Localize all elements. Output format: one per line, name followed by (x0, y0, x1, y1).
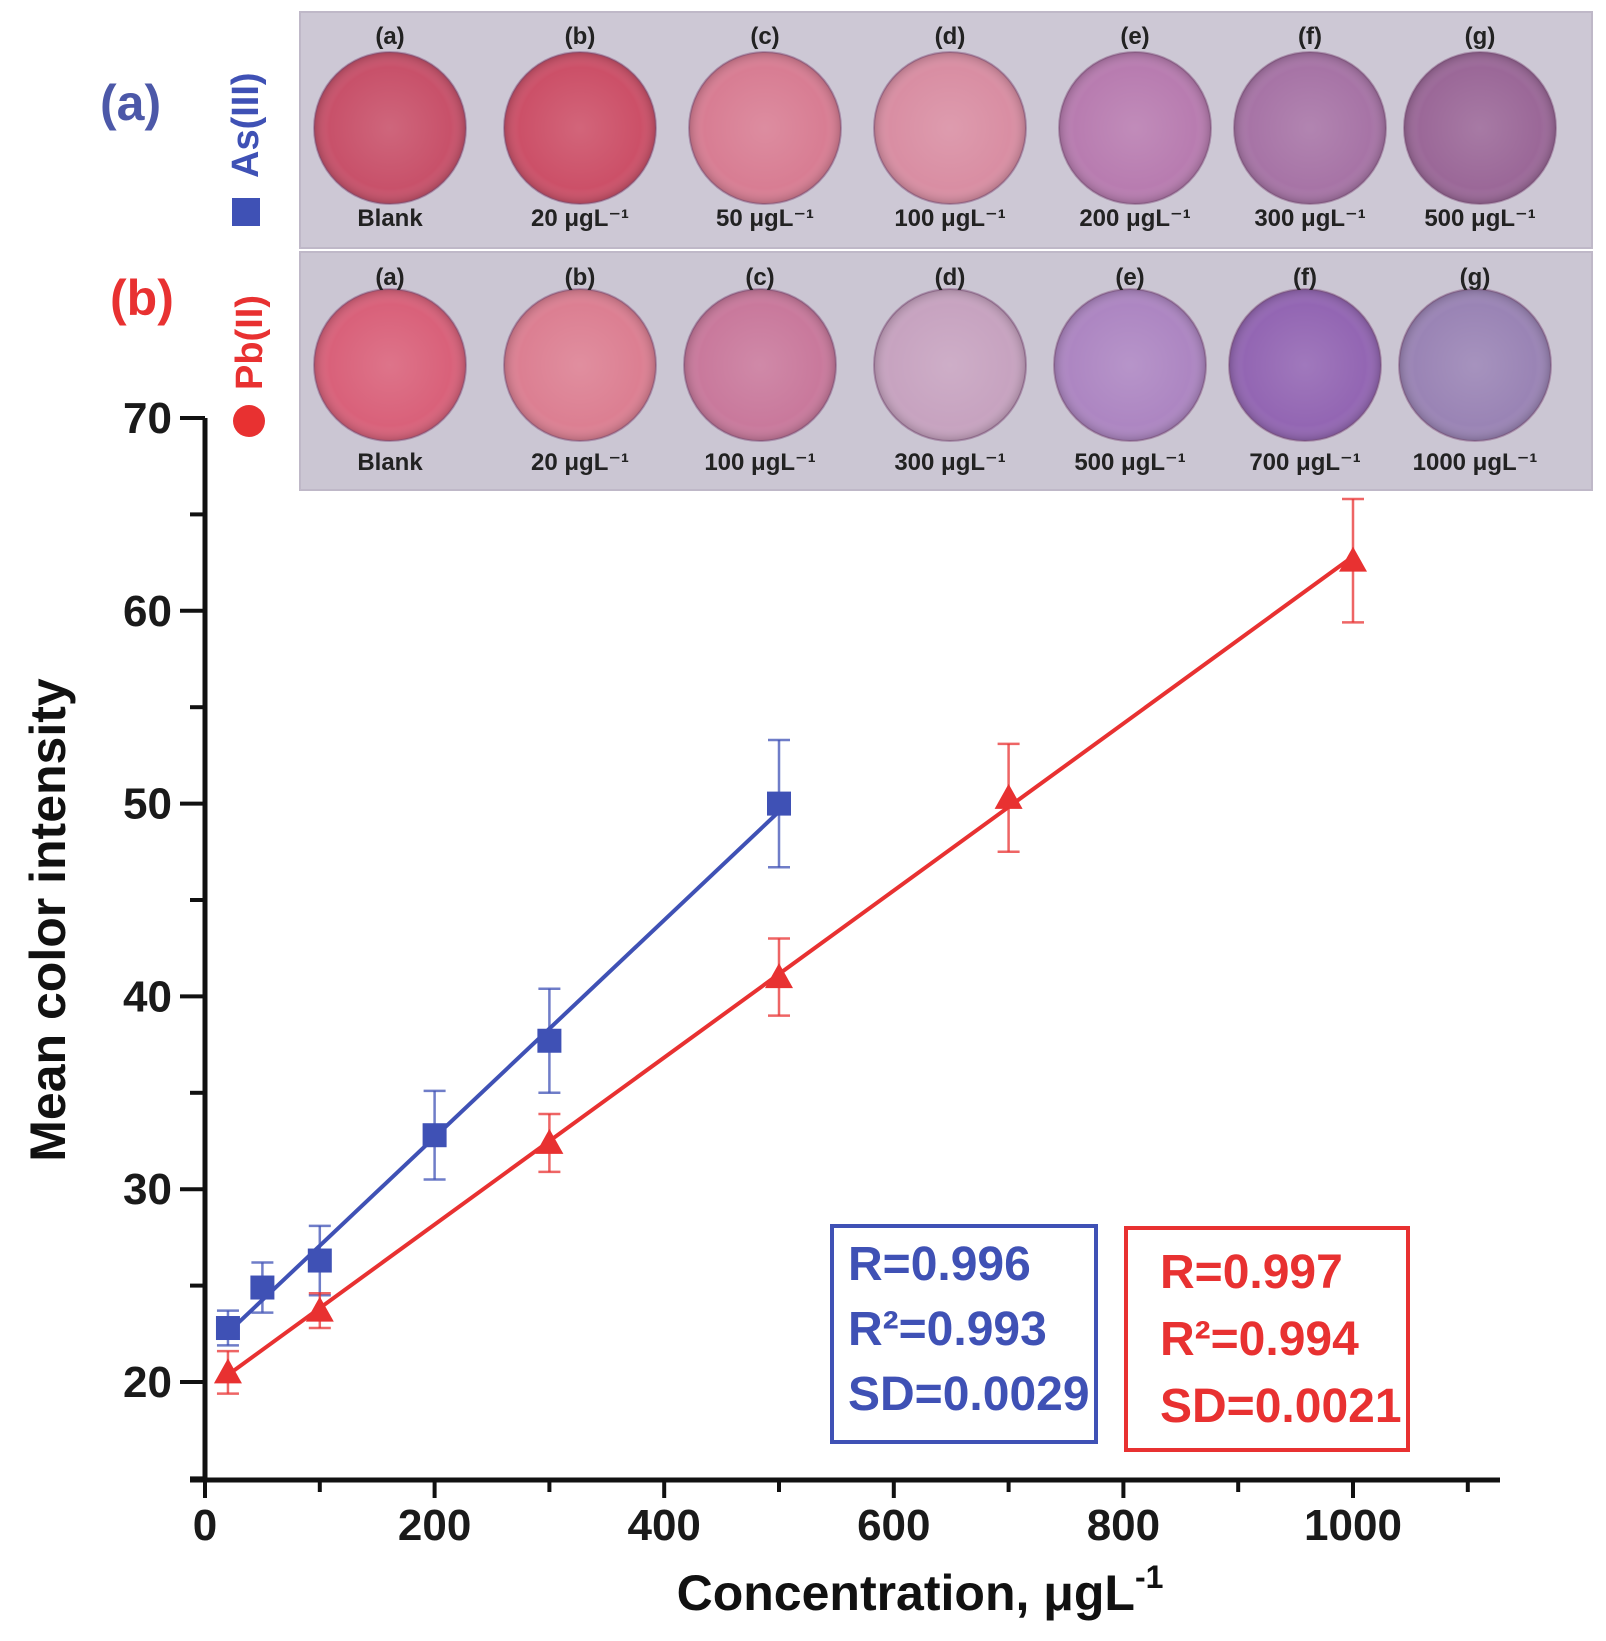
as-well-conc-4: 200 μgL⁻¹ (1079, 205, 1190, 232)
y-tick-label-60: 60 (123, 587, 172, 636)
pb-data-point (765, 963, 793, 989)
as-well-shade-0 (314, 52, 466, 204)
pb-well-conc-4: 500 μgL⁻¹ (1074, 449, 1185, 476)
pb-well-conc-5: 700 μgL⁻¹ (1249, 449, 1360, 476)
pb-well-shade-4 (1054, 289, 1206, 441)
x-axis-title-sup: -1 (1135, 1559, 1163, 1595)
pb-well-shade-1 (504, 289, 656, 441)
x-tick-label-1000: 1000 (1304, 1501, 1402, 1550)
as-well-shade-1 (504, 52, 656, 204)
as-well-letter-3: (d) (935, 23, 966, 50)
pb-well-conc-6: 1000 μgL⁻¹ (1413, 449, 1538, 476)
as-data-point (537, 1028, 562, 1053)
as-well-shade-2 (689, 52, 841, 204)
pb-well-shade-3 (874, 289, 1026, 441)
as-well-conc-3: 100 μgL⁻¹ (894, 205, 1005, 232)
y-tick-label-70: 70 (123, 394, 172, 443)
as-well-conc-6: 500 μgL⁻¹ (1424, 205, 1535, 232)
as-well-conc-0: Blank (357, 205, 423, 232)
x-tick-label-600: 600 (857, 1501, 930, 1550)
y-tick-label-40: 40 (123, 972, 172, 1021)
pb-data-point (535, 1128, 564, 1154)
panel-label-b: (b) (110, 270, 174, 326)
pb-stat-sd: SD=0.0021 (1160, 1380, 1402, 1433)
as-well-conc-5: 300 μgL⁻¹ (1254, 205, 1365, 232)
x-tick-label-0: 0 (193, 1501, 217, 1550)
pb-legend-label: Pb(II) (229, 295, 271, 390)
pb-stat-r: R=0.997 (1160, 1246, 1343, 1299)
pb-legend-circle-icon (233, 405, 265, 437)
as-stat-r: R=0.996 (848, 1238, 1031, 1291)
pb-data-point (1339, 546, 1367, 572)
as-well-conc-1: 20 μgL⁻¹ (531, 205, 629, 232)
pb-data-point (994, 783, 1023, 809)
pb-stat-r2: R²=0.994 (1160, 1313, 1359, 1366)
as-data-point (215, 1316, 240, 1341)
pb-well-letter-3: (d) (935, 264, 966, 291)
y-tick-label-20: 20 (123, 1358, 172, 1407)
series-layer (213, 497, 1367, 1395)
pb-well-conc-3: 300 μgL⁻¹ (894, 449, 1005, 476)
pb-well-conc-0: Blank (357, 449, 423, 476)
as-well-shade-6 (1404, 52, 1556, 204)
panel-label-a: (a) (100, 75, 161, 131)
pb-well-conc-2: 100 μgL⁻¹ (704, 449, 815, 476)
pb-data-point (213, 1358, 242, 1384)
as-well-shade-5 (1234, 52, 1386, 204)
pb-stats-box (1124, 1226, 1410, 1452)
as-well-shade-4 (1059, 52, 1211, 204)
pb-fit-line (226, 554, 1355, 1377)
as-data-point (422, 1123, 447, 1148)
axis-ticks: 20 30 40 50 60 70 0 200 400 600 800 1000 (123, 394, 1470, 1550)
as-legend-label: As(III) (225, 72, 267, 178)
as-legend-square-icon (232, 198, 260, 226)
x-axis-title-main: Concentration, μgL (677, 1565, 1135, 1621)
as-data-point (307, 1248, 332, 1273)
y-tick-label-50: 50 (123, 780, 172, 829)
pb-well-shade-0 (314, 289, 466, 441)
pb-well-conc-1: 20 μgL⁻¹ (531, 449, 629, 476)
as-data-point (767, 791, 791, 816)
as-well-letter-5: (f) (1298, 23, 1322, 50)
x-tick-label-800: 800 (1087, 1501, 1160, 1550)
x-tick-label-400: 400 (627, 1501, 700, 1550)
y-axis-title: Mean color intensity (20, 678, 76, 1162)
as-well-letter-2: (c) (750, 23, 779, 50)
as-well-shade-3 (874, 52, 1026, 204)
photo-wells: (a) Blank (b) 20 μgL⁻¹ (c) 50 μgL⁻¹ (d) 100 μgL… (313, 23, 1557, 476)
pb-well-shade-6 (1399, 289, 1551, 441)
x-tick-label-200: 200 (398, 1501, 471, 1550)
as-well-letter-6: (g) (1465, 23, 1496, 50)
as-well-letter-1: (b) (565, 23, 596, 50)
pb-well-letter-5: (f) (1293, 264, 1317, 291)
as-stat-r2: R²=0.993 (848, 1303, 1047, 1356)
as-well-letter-4: (e) (1120, 23, 1149, 50)
pb-well-letter-1: (b) (565, 264, 596, 291)
pb-well-letter-6: (g) (1460, 264, 1491, 291)
as-well-conc-2: 50 μgL⁻¹ (716, 205, 814, 232)
pb-well-shade-2 (684, 289, 836, 441)
as-data-point (250, 1275, 275, 1300)
x-axis-title: Concentration, μgL-1 (677, 1559, 1164, 1621)
as-stat-sd: SD=0.0029 (848, 1368, 1090, 1421)
pb-well-letter-2: (c) (745, 264, 774, 291)
as-well-letter-0: (a) (375, 23, 404, 50)
pb-well-letter-0: (a) (375, 264, 404, 291)
as-stats-box (830, 1224, 1098, 1444)
pb-well-shade-5 (1229, 289, 1381, 441)
pb-data-point (305, 1296, 334, 1322)
pb-well-letter-4: (e) (1115, 264, 1144, 291)
y-tick-label-30: 30 (123, 1165, 172, 1214)
